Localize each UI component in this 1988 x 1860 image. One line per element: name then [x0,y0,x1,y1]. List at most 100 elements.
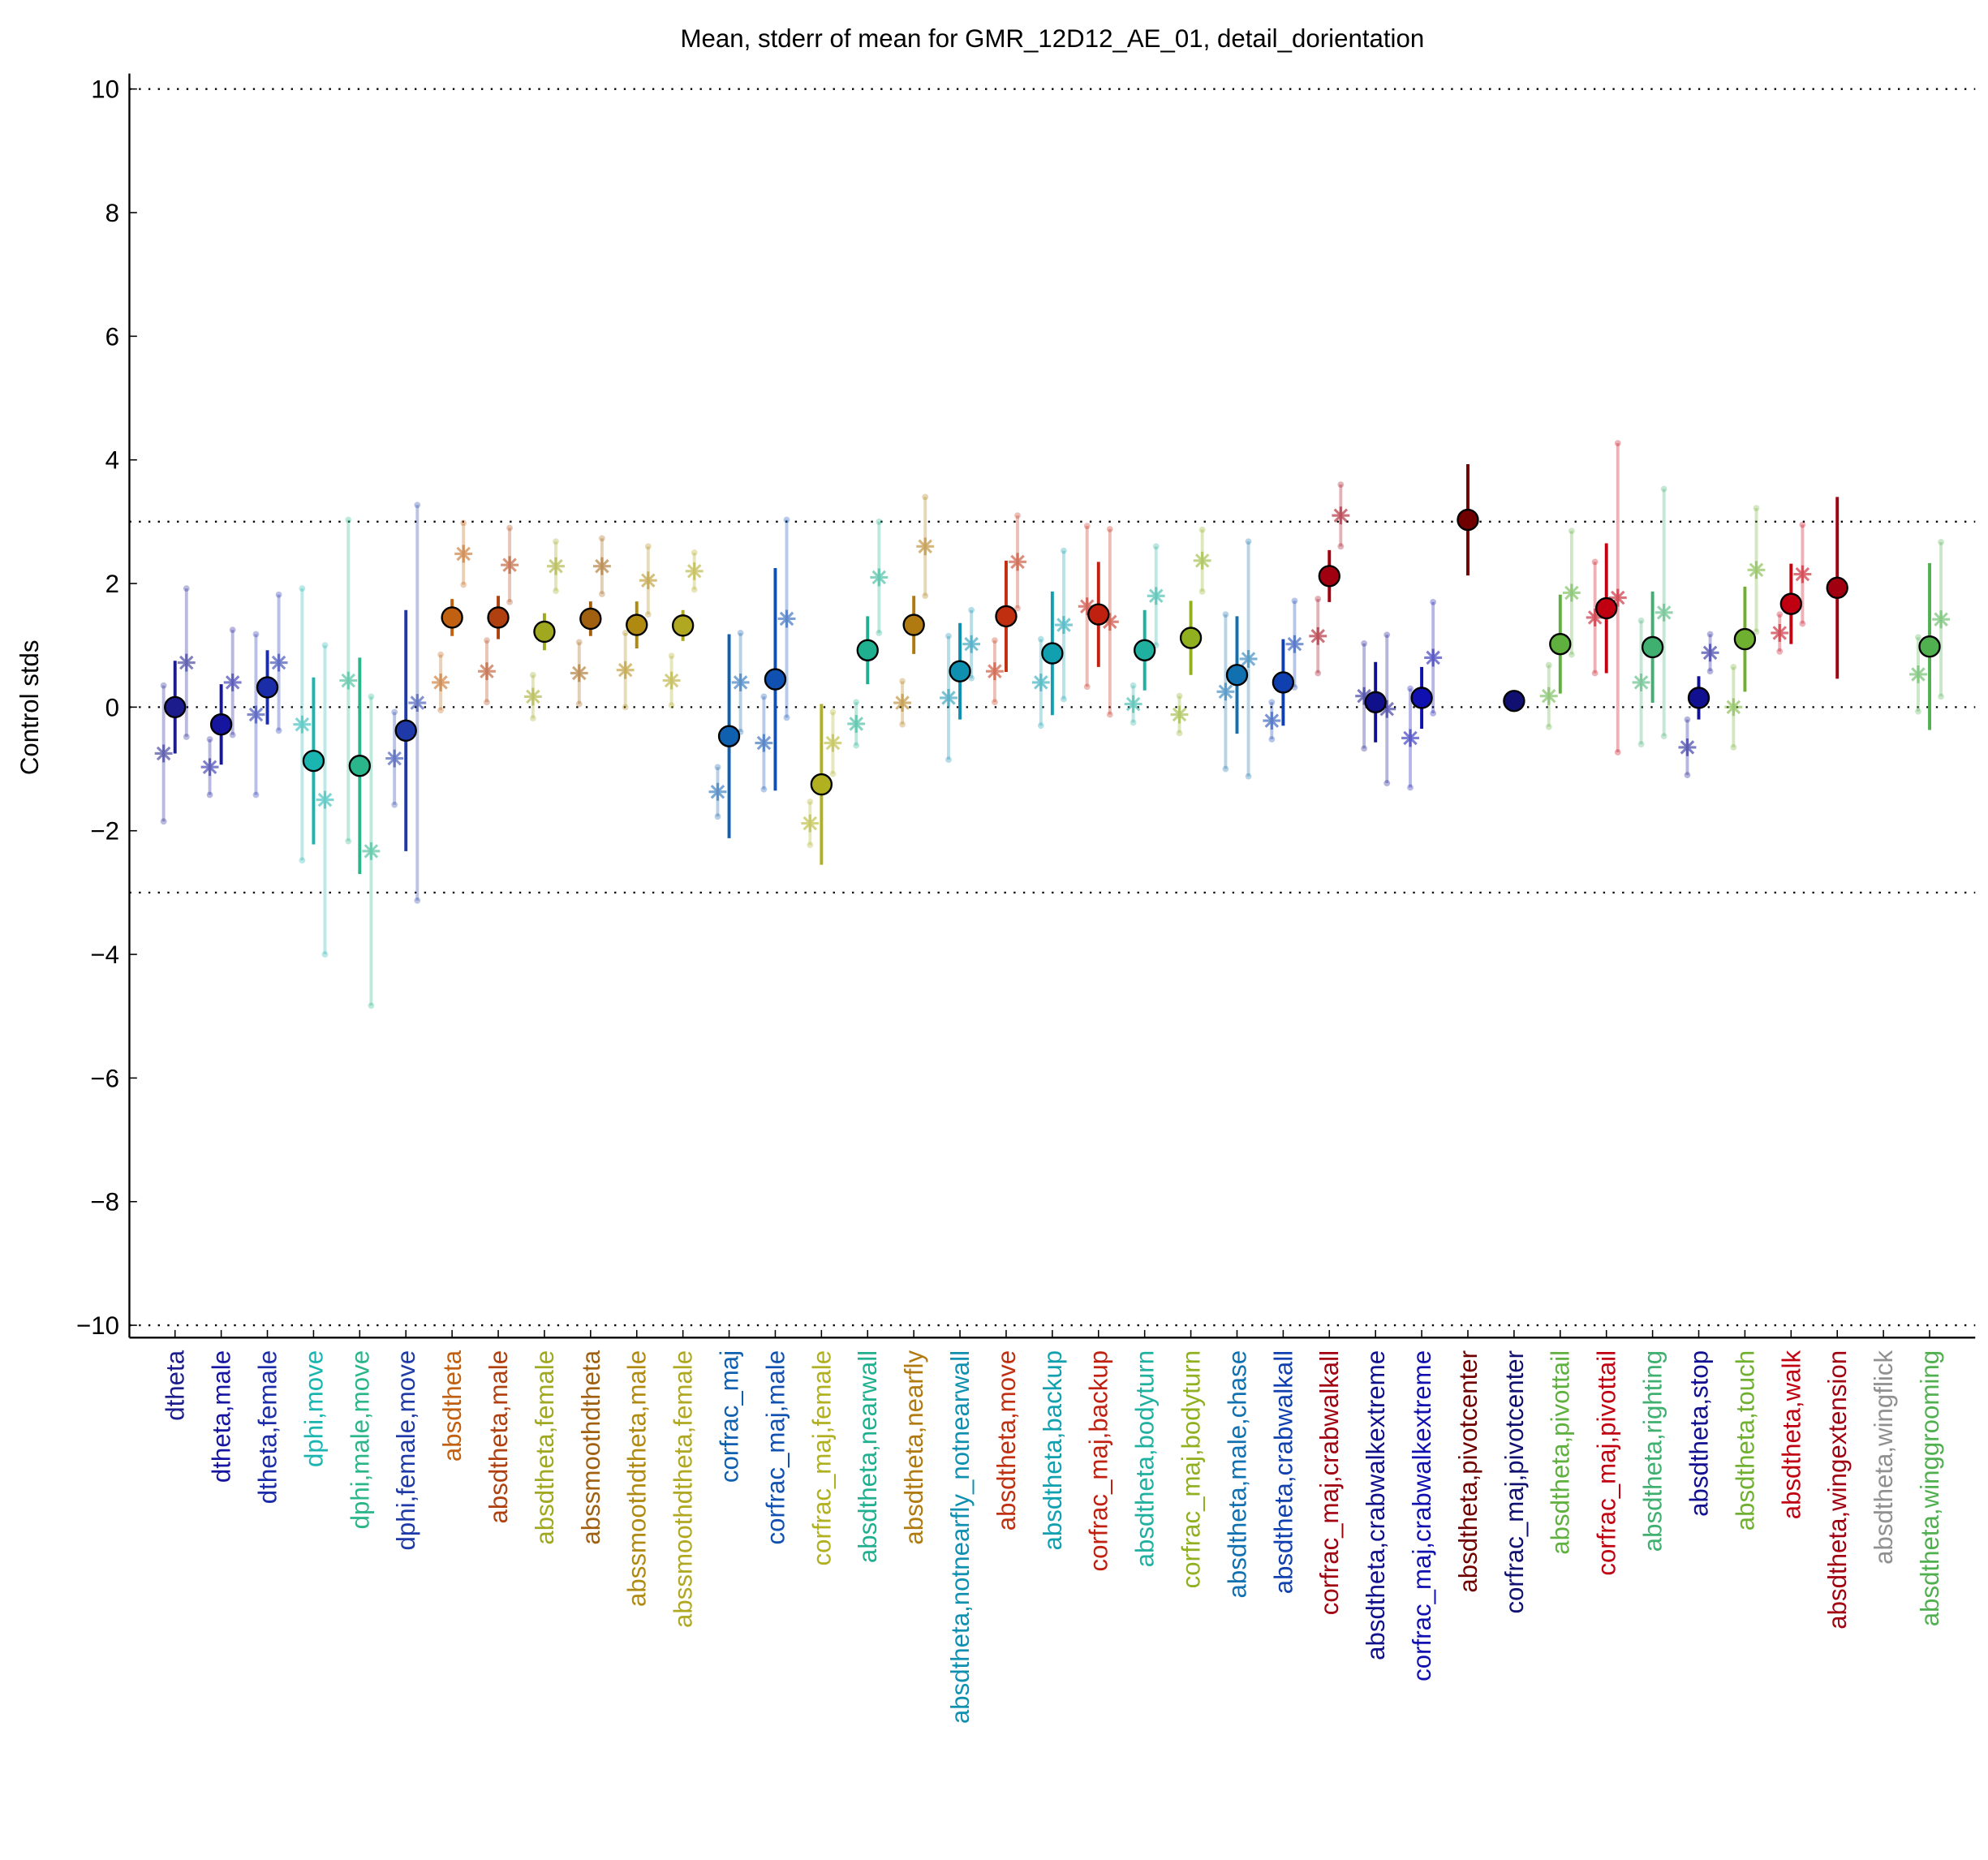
x-tick-label: dphi,male,move [346,1350,374,1530]
star-marker [432,673,450,691]
star-error-cap [922,493,929,501]
star-error-cap [1176,730,1183,737]
star-marker [1031,673,1050,691]
star-error-cap [807,798,814,805]
star-error-cap [760,693,768,700]
x-tick-label: corfrac_maj,crabwalkall [1315,1350,1344,1615]
star-error-cap [1545,723,1552,730]
x-tick-label: dtheta,male [208,1350,236,1483]
star-error-cap [321,642,329,649]
mean-marker [1549,632,1572,656]
star-error-cap [829,770,837,777]
star-marker [801,814,820,833]
mean-marker [441,606,463,629]
star-marker [247,705,265,724]
x-tick-label: absdtheta [438,1350,467,1462]
star-error-cap [1268,736,1276,743]
star-error-cap [598,591,605,597]
star-error-cap [1222,611,1229,618]
star-error-cap [275,727,282,734]
x-tick-label: dtheta,female [253,1350,282,1504]
star-error-cap [968,674,975,682]
star-marker [616,661,635,679]
star-error-cap [737,630,744,636]
star-error-cap [529,715,536,721]
mean-marker [1272,671,1295,694]
star-error-cap [991,699,998,706]
star-error-cap [1130,682,1137,689]
star-error-cap [1037,635,1044,643]
x-tick-label: dphi,female,move [392,1350,420,1551]
star-error-cap [437,651,444,658]
star-marker [662,671,681,690]
star-error-cap [553,588,559,595]
star-error-cap [714,813,721,820]
star-error-cap [1730,743,1737,751]
mean-marker [394,719,417,742]
y-tick-label: −2 [90,817,119,846]
star-error-cap [1776,648,1784,655]
x-tick-label: dtheta [161,1350,190,1420]
star-error-cap [899,678,906,685]
y-axis-label: Control stds [15,639,44,775]
star-marker [1147,587,1165,605]
mean-marker [1134,639,1156,661]
mean-marker [949,660,971,682]
star-error-cap [160,818,167,825]
x-tick-label: corfrac_maj,male [761,1350,790,1545]
star-error-cap [275,591,282,598]
star-error-cap [160,682,167,689]
mean-marker [487,606,510,629]
star-error-cap [1337,543,1345,550]
star-error-cap [1430,598,1437,605]
x-tick-label: corfrac_maj,pivotcenter [1500,1350,1529,1614]
star-marker [454,545,473,563]
star-error-cap [1637,741,1645,747]
star-marker [1932,610,1951,629]
star-error-cap [391,801,398,808]
star-marker [570,664,588,682]
star-error-cap [1061,695,1067,703]
x-tick-label: absdtheta,male [484,1350,513,1524]
star-error-cap [1198,588,1206,595]
x-tick-label: absdtheta,stop [1685,1350,1713,1517]
star-marker [1586,608,1604,626]
x-tick-label: absdtheta,crabwalkall [1269,1350,1297,1594]
star-error-cap [1014,512,1021,519]
star-error-cap [922,592,929,600]
mean-marker [1918,635,1941,658]
star-marker [1909,665,1927,683]
star-error-cap [1753,505,1760,512]
x-tick-label: absdtheta,pivotcenter [1454,1350,1482,1593]
star-marker [1332,506,1350,525]
star-error-cap [853,742,860,749]
star-marker [1632,673,1650,691]
mean-marker [764,668,787,691]
star-marker [1562,583,1581,602]
x-tick-label: absdtheta,move [992,1350,1021,1531]
mean-marker [302,749,325,773]
mean-marker [1503,690,1525,713]
star-error-cap [783,714,790,721]
mean-marker [1225,664,1249,687]
x-tick-label: absdtheta,crabwalkextreme [1362,1350,1390,1660]
star-error-cap [1407,685,1414,692]
star-error-cap [1753,628,1760,635]
y-tick-label: 8 [105,199,119,227]
x-tick-label: dphi,move [299,1350,328,1467]
star-marker [1793,565,1812,583]
star-error-cap [229,731,236,738]
star-marker [1747,561,1766,579]
star-marker [1170,705,1189,724]
star-error-cap [229,626,236,634]
star-error-cap [1684,772,1691,779]
star-error-cap [991,637,998,644]
mean-marker [902,614,925,636]
y-tick-label: −4 [90,941,119,969]
star-error-cap [506,524,513,532]
x-tick-label: absdtheta,pivottail [1547,1350,1575,1555]
star-marker [1078,597,1096,616]
star-marker [177,653,196,672]
star-error-cap [437,707,444,714]
y-tick-label: −6 [90,1064,119,1092]
